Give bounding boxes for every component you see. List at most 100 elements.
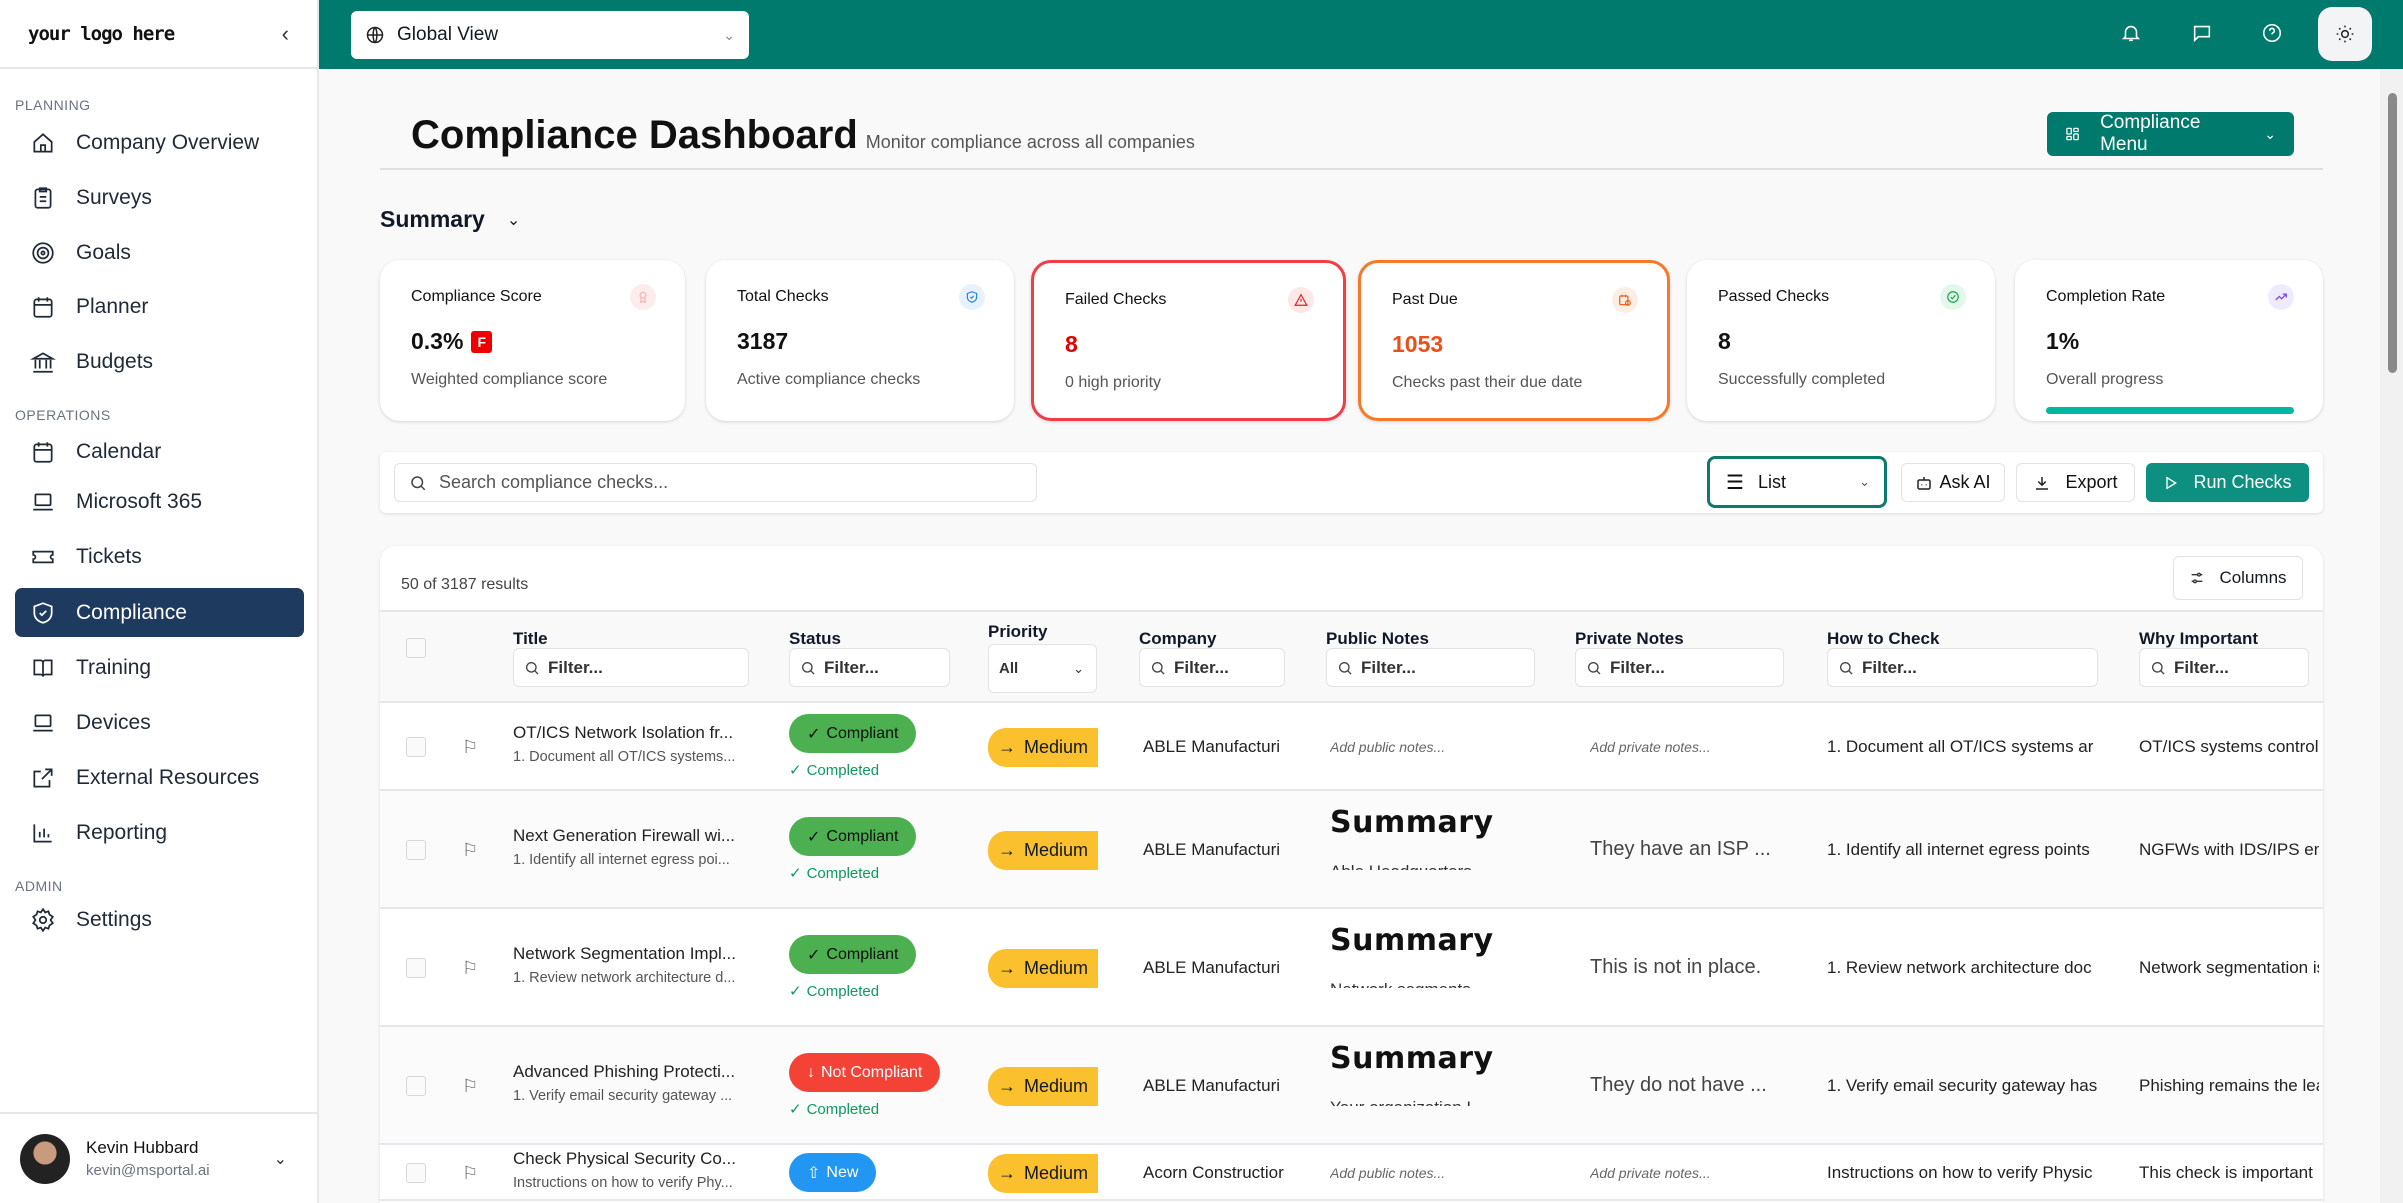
chat-icon[interactable]	[2191, 22, 2217, 48]
view-selector[interactable]: Global View ⌄	[351, 11, 749, 59]
sidebar-item-compliance[interactable]: Compliance	[15, 588, 304, 637]
filter-status[interactable]: Filter...	[789, 648, 950, 687]
flag-icon[interactable]: ⚐	[462, 1163, 479, 1183]
sidebar-item-planner[interactable]: Planner	[15, 282, 304, 331]
vertical-scrollbar[interactable]	[2380, 69, 2403, 1203]
row-checkbox[interactable]	[406, 1163, 426, 1183]
sidebar-item-devices[interactable]: Devices	[15, 698, 304, 747]
section-admin: ADMIN	[15, 878, 63, 894]
title-cell[interactable]: Advanced Phishing Protecti... 1. Verify e…	[513, 1062, 749, 1104]
sidebar-item-goals[interactable]: Goals	[15, 228, 304, 277]
status-badge[interactable]: ⇧ New	[789, 1153, 877, 1192]
table-row[interactable]: ⚐ Check Physical Security Co... Instructi…	[380, 1145, 2323, 1201]
title-cell[interactable]: OT/ICS Network Isolation fr... 1. Documen…	[513, 723, 749, 765]
private-notes-cell[interactable]: They do not have ...	[1590, 1074, 1767, 1096]
summary-toggle[interactable]: Summary ⌄	[380, 206, 520, 233]
sidebar-item-external-resources[interactable]: External Resources	[15, 753, 304, 802]
view-select[interactable]: ☰ List ⌄	[1707, 456, 1887, 508]
table-row[interactable]: ⚐ OT/ICS Network Isolation fr... 1. Docum…	[380, 703, 2323, 791]
shield-icon	[33, 601, 53, 624]
how-to-check-cell: Instructions on how to verify Physic	[1827, 1163, 2093, 1182]
scrollbar-thumb[interactable]	[2388, 93, 2397, 373]
private-notes-placeholder[interactable]: Add private notes...	[1590, 739, 1711, 755]
bell-icon[interactable]	[2120, 22, 2146, 48]
stat-desc: 0 high priority	[1065, 374, 1162, 391]
sidebar-item-settings[interactable]: Settings	[15, 895, 304, 944]
user-menu[interactable]: Kevin Hubbard kevin@msportal.ai ⌄	[0, 1112, 317, 1203]
filter-why-important[interactable]: Filter...	[2139, 648, 2309, 687]
public-notes-cell[interactable]: Summary Able Headquarters	[1330, 805, 1510, 870]
help-icon[interactable]	[2261, 22, 2287, 48]
column-header-company[interactable]: Company	[1139, 629, 1217, 648]
priority-badge[interactable]: → Medium	[988, 831, 1098, 870]
sidebar-item-budgets[interactable]: Budgets	[15, 337, 304, 386]
flag-icon[interactable]: ⚐	[462, 958, 479, 978]
column-header-why-important[interactable]: Why Important	[2139, 629, 2258, 648]
column-header-public-notes[interactable]: Public Notes	[1326, 629, 1429, 648]
how-to-check-cell: 1. Document all OT/ICS systems ar	[1827, 737, 2094, 756]
columns-label: Columns	[2219, 568, 2287, 587]
title-cell[interactable]: Network Segmentation Impl... 1. Review ne…	[513, 944, 749, 986]
row-checkbox[interactable]	[406, 1076, 426, 1096]
ask-ai-button[interactable]: Ask AI	[1901, 463, 2005, 502]
chevron-down-icon[interactable]: ⌄	[273, 1150, 287, 1168]
collapse-sidebar-icon[interactable]: ‹	[281, 20, 289, 46]
filter-how-to-check[interactable]: Filter...	[1827, 648, 2098, 687]
priority-badge[interactable]: → Medium	[988, 1154, 1098, 1193]
title-cell[interactable]: Next Generation Firewall wi... 1. Identif…	[513, 826, 749, 868]
column-header-status[interactable]: Status	[789, 629, 841, 648]
theme-toggle-button[interactable]	[2318, 7, 2372, 61]
column-header-priority[interactable]: Priority	[988, 622, 1048, 641]
filter-title[interactable]: Filter...	[513, 648, 749, 687]
sidebar-item-tickets[interactable]: Tickets	[15, 532, 304, 581]
status-badge[interactable]: ↓ Not Compliant	[789, 1053, 941, 1092]
private-notes-placeholder[interactable]: Add private notes...	[1590, 1165, 1711, 1181]
row-checkbox[interactable]	[406, 737, 426, 757]
column-header-title[interactable]: Title	[513, 629, 548, 648]
row-checkbox[interactable]	[406, 958, 426, 978]
sidebar-item-microsoft-365[interactable]: Microsoft 365	[15, 477, 304, 526]
sidebar-item-calendar[interactable]: Calendar	[15, 427, 304, 476]
table-row[interactable]: ⚐ Advanced Phishing Protecti... 1. Verify…	[380, 1027, 2323, 1145]
row-checkbox[interactable]	[406, 840, 426, 860]
status-badge[interactable]: ✓ Compliant	[789, 817, 917, 856]
private-notes-cell[interactable]: This is not in place.	[1590, 956, 1762, 978]
compliance-menu-button[interactable]: Compliance Menu ⌄	[2047, 112, 2294, 156]
table-row[interactable]: ⚐ Network Segmentation Impl... 1. Review …	[380, 909, 2323, 1027]
sidebar-item-company-overview[interactable]: Company Overview	[15, 118, 304, 167]
sidebar-item-training[interactable]: Training	[15, 643, 304, 692]
public-notes-cell[interactable]: Summary Network segments	[1330, 923, 1510, 988]
stat-label: Failed Checks	[1065, 291, 1167, 308]
title-cell[interactable]: Check Physical Security Co... Instruction…	[513, 1149, 749, 1191]
status-badge[interactable]: ✓ Compliant	[789, 714, 917, 753]
status-badge[interactable]: ✓ Compliant	[789, 935, 917, 974]
priority-badge[interactable]: → Medium	[988, 1067, 1098, 1106]
flag-icon[interactable]: ⚐	[462, 1076, 479, 1096]
priority-badge[interactable]: → Medium	[988, 949, 1098, 988]
columns-button[interactable]: Columns	[2173, 556, 2303, 600]
flag-icon[interactable]: ⚐	[462, 840, 479, 860]
private-notes-cell[interactable]: They have an ISP ...	[1590, 838, 1771, 860]
public-notes-placeholder[interactable]: Add public notes...	[1330, 1165, 1446, 1181]
filter-company[interactable]: Filter...	[1139, 648, 1285, 687]
filter-private-notes[interactable]: Filter...	[1575, 648, 1784, 687]
public-notes-cell[interactable]: Summary Your organization I	[1330, 1041, 1510, 1106]
sidebar-item-reporting[interactable]: Reporting	[15, 808, 304, 857]
run-checks-button[interactable]: Run Checks	[2146, 463, 2309, 502]
search-input[interactable]: Search compliance checks...	[394, 463, 1037, 502]
select-all-checkbox[interactable]	[406, 638, 426, 658]
bar-chart-icon	[33, 823, 52, 843]
table-row[interactable]: ⚐ Next Generation Firewall wi... 1. Ident…	[380, 791, 2323, 909]
priority-filter-select[interactable]: All ⌄	[988, 644, 1097, 693]
column-header-how-to-check[interactable]: How to Check	[1827, 629, 1940, 648]
check-circle-icon: ✓	[789, 983, 802, 1000]
calendar-clock-icon	[1612, 287, 1638, 313]
public-notes-placeholder[interactable]: Add public notes...	[1330, 739, 1446, 755]
header-divider	[380, 168, 2323, 170]
flag-icon[interactable]: ⚐	[462, 737, 479, 757]
column-header-private-notes[interactable]: Private Notes	[1575, 629, 1684, 648]
export-button[interactable]: Export	[2016, 463, 2135, 502]
sidebar-item-surveys[interactable]: Surveys	[15, 173, 304, 222]
filter-public-notes[interactable]: Filter...	[1326, 648, 1535, 687]
priority-badge[interactable]: → Medium	[988, 728, 1098, 767]
